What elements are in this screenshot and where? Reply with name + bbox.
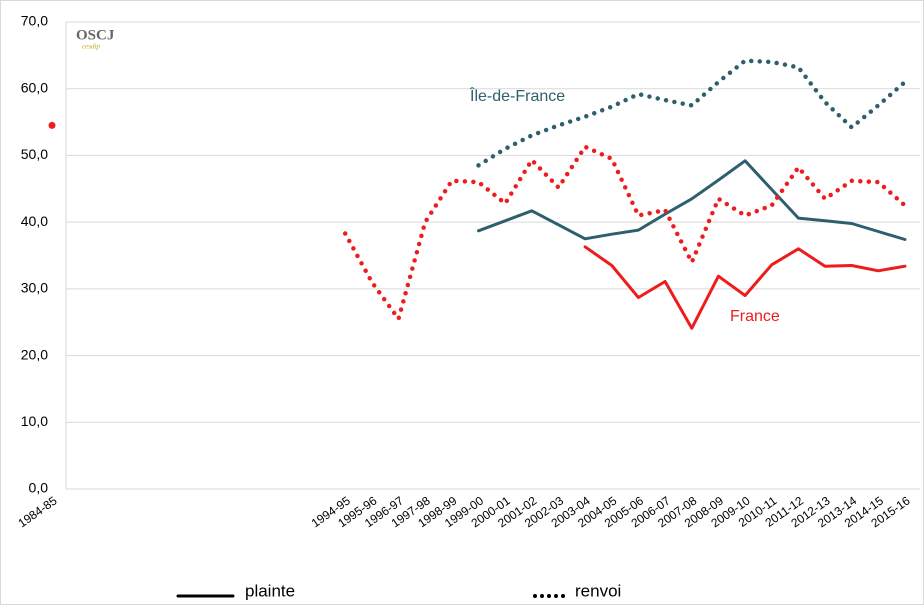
legend-label: renvoi bbox=[575, 581, 621, 600]
y-tick-label: 20,0 bbox=[21, 346, 48, 362]
annotation: France bbox=[730, 308, 780, 325]
solid-line bbox=[583, 245, 907, 330]
y-tick-label: 50,0 bbox=[21, 146, 48, 162]
annotation: Île-de-France bbox=[469, 86, 565, 105]
y-tick-label: 30,0 bbox=[21, 280, 48, 296]
y-tick-label: 70,0 bbox=[21, 13, 48, 29]
y-tick-label: 10,0 bbox=[21, 413, 48, 429]
logo-title: OSCJ bbox=[76, 27, 115, 43]
y-tick-label: 40,0 bbox=[21, 213, 48, 229]
data-point bbox=[48, 121, 56, 129]
dotted-line bbox=[476, 58, 908, 168]
solid-line bbox=[477, 159, 907, 241]
y-tick-label: 60,0 bbox=[21, 79, 48, 95]
legend-label: plainte bbox=[245, 581, 295, 600]
dotted-line bbox=[342, 144, 908, 322]
y-tick-label: 0,0 bbox=[29, 480, 49, 496]
logo-subtitle: cesdip bbox=[82, 43, 100, 51]
